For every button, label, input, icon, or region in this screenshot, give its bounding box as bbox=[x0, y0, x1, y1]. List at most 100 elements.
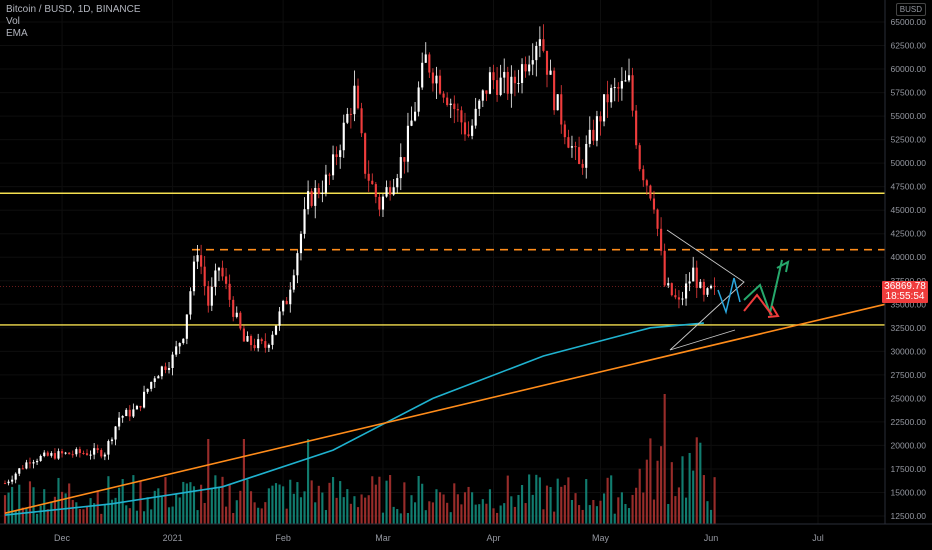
volume-bar bbox=[96, 490, 99, 524]
candle-body bbox=[709, 285, 713, 289]
candle-body bbox=[11, 479, 14, 482]
red-arrow-head bbox=[767, 305, 780, 318]
volume-bar bbox=[239, 490, 242, 524]
volume-bar bbox=[421, 483, 424, 524]
candle-body bbox=[60, 451, 64, 454]
volume-bars bbox=[3, 394, 716, 524]
volume-bar bbox=[153, 490, 156, 524]
red-bearish-projection bbox=[743, 293, 773, 316]
candle-body bbox=[235, 312, 238, 317]
y-tick-label: 20000.00 bbox=[891, 440, 927, 450]
candle-body bbox=[271, 334, 274, 345]
volume-bar bbox=[210, 488, 213, 524]
candle-body bbox=[285, 300, 288, 305]
volume-bar bbox=[631, 494, 634, 524]
candle-body bbox=[553, 70, 556, 111]
candle-body bbox=[50, 453, 53, 456]
currency-badge[interactable]: BUSD bbox=[895, 3, 926, 16]
x-tick-label: Mar bbox=[375, 533, 391, 543]
volume-bar bbox=[610, 475, 613, 524]
candle-body bbox=[210, 286, 213, 306]
volume-bar bbox=[670, 462, 673, 524]
volume-bar bbox=[677, 487, 681, 524]
y-tick-label: 65000.00 bbox=[891, 17, 927, 27]
volume-indicator-label[interactable]: Vol bbox=[6, 16, 20, 27]
candle-body bbox=[524, 64, 527, 72]
last-price: 36869.78 bbox=[884, 281, 926, 292]
candle-body bbox=[160, 366, 163, 377]
x-tick-label: 2021 bbox=[163, 533, 183, 543]
candle-body bbox=[399, 157, 402, 179]
candle-body bbox=[410, 120, 413, 126]
candle-body bbox=[64, 452, 67, 454]
candle-body bbox=[378, 196, 381, 210]
candle-body bbox=[503, 71, 506, 78]
candle-body bbox=[185, 314, 188, 339]
volume-bar bbox=[463, 492, 467, 524]
volume-bar bbox=[242, 439, 245, 524]
candle-body bbox=[396, 178, 399, 188]
volume-bar bbox=[39, 505, 42, 524]
candle-body bbox=[28, 462, 32, 464]
candle-body bbox=[627, 75, 631, 81]
candle-body bbox=[314, 188, 317, 206]
volume-bar bbox=[114, 497, 117, 524]
candle-body bbox=[563, 124, 566, 138]
candle-body bbox=[75, 449, 78, 455]
volume-bar bbox=[335, 497, 338, 524]
ema-line bbox=[4, 322, 704, 516]
volume-bar bbox=[435, 489, 438, 524]
candle-body bbox=[164, 366, 167, 370]
volume-bar bbox=[642, 492, 645, 524]
candle-body bbox=[528, 64, 531, 72]
candle-body bbox=[310, 191, 313, 206]
candle-body bbox=[517, 82, 520, 84]
volume-bar bbox=[406, 513, 410, 524]
volume-bar bbox=[185, 483, 188, 524]
candle-body bbox=[278, 311, 281, 326]
volume-bar bbox=[249, 491, 253, 524]
volume-bar bbox=[592, 499, 595, 524]
volume-bar bbox=[171, 506, 174, 524]
candle-body bbox=[602, 94, 606, 122]
y-tick-label: 60000.00 bbox=[891, 64, 927, 74]
candle-body bbox=[421, 62, 424, 88]
candle-body bbox=[253, 345, 256, 349]
candle-body bbox=[353, 85, 356, 115]
candle-body bbox=[706, 288, 709, 295]
candle-body bbox=[171, 354, 174, 369]
volume-bar bbox=[360, 494, 363, 524]
volume-bar bbox=[189, 482, 192, 524]
volume-bar bbox=[688, 452, 691, 524]
candle-body bbox=[617, 87, 620, 89]
volume-bar bbox=[684, 497, 688, 524]
candle-body bbox=[321, 192, 324, 194]
volume-bar bbox=[674, 496, 677, 524]
volume-bar bbox=[392, 506, 395, 524]
candle-body bbox=[471, 125, 474, 136]
candle-body bbox=[14, 473, 17, 480]
y-tick-label: 57500.00 bbox=[891, 88, 927, 98]
volume-bar bbox=[21, 507, 24, 524]
candle-body bbox=[667, 283, 670, 286]
volume-bar bbox=[595, 506, 598, 524]
candle-body bbox=[356, 85, 360, 109]
ema-indicator-label[interactable]: EMA bbox=[6, 28, 28, 39]
candle-body bbox=[371, 180, 374, 185]
volume-bar bbox=[709, 509, 713, 524]
candle-body bbox=[93, 448, 96, 455]
volume-bar bbox=[617, 497, 620, 524]
volume-bar bbox=[520, 484, 524, 524]
x-tick-label: Dec bbox=[54, 533, 71, 543]
candle-body bbox=[581, 163, 584, 168]
volume-bar bbox=[481, 499, 484, 524]
volume-bar bbox=[28, 481, 32, 524]
candle-body bbox=[585, 143, 588, 168]
volume-bar bbox=[442, 494, 445, 524]
candle-body bbox=[438, 75, 442, 94]
candle-body bbox=[385, 187, 388, 197]
volume-bar bbox=[196, 510, 199, 524]
candle-body bbox=[142, 391, 146, 408]
candle-body bbox=[82, 452, 85, 454]
